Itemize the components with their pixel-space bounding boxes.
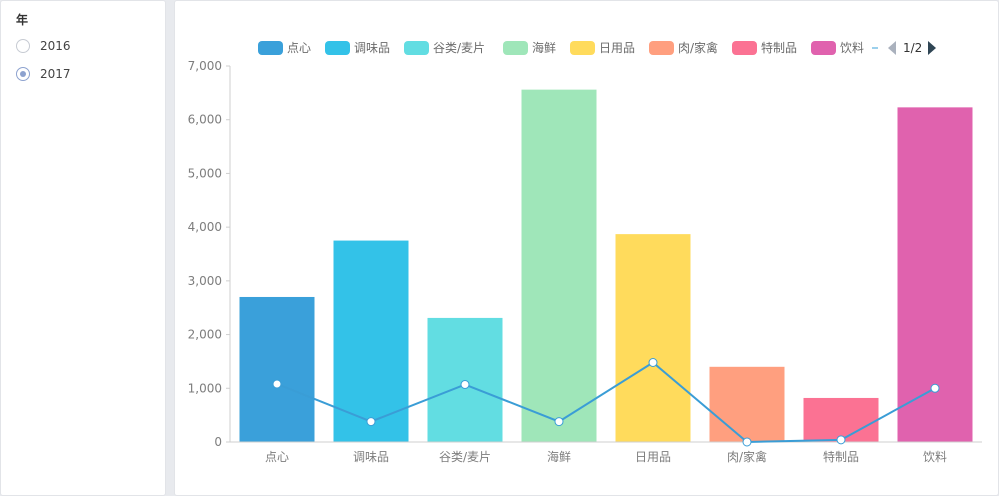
year-filter-panel: 年 2016 2017 — [0, 0, 166, 496]
legend-label-7[interactable]: 饮料 — [840, 41, 864, 55]
legend-label-2[interactable]: 谷类/麦片 — [433, 41, 485, 55]
bar-0[interactable] — [239, 296, 315, 442]
legend-label-0[interactable]: 点心 — [287, 41, 311, 55]
radio-button-2016[interactable] — [16, 39, 30, 53]
x-tick-label: 点心 — [265, 450, 289, 464]
line-point-1[interactable] — [366, 417, 376, 427]
x-tick-label: 谷类/麦片 — [439, 450, 491, 464]
line-point-4[interactable] — [648, 358, 658, 368]
legend-swatch-2[interactable] — [404, 41, 429, 55]
line-point-7[interactable] — [930, 383, 940, 393]
legend-swatch-0[interactable] — [258, 41, 283, 55]
x-tick-label: 调味品 — [353, 450, 389, 464]
line-point-5[interactable] — [742, 437, 752, 447]
x-tick-label: 肉/家禽 — [727, 449, 767, 464]
legend-swatch-6[interactable] — [732, 41, 757, 55]
bar-4[interactable] — [615, 234, 691, 442]
x-tick-label: 日用品 — [635, 450, 671, 464]
x-tick-label: 特制品 — [823, 449, 859, 464]
y-tick-label: 4,000 — [188, 220, 222, 234]
legend-swatch-7[interactable] — [811, 41, 836, 55]
radio-label-2016: 2016 — [40, 39, 71, 53]
radio-label-2017: 2017 — [40, 67, 71, 81]
legend-label-4[interactable]: 日用品 — [599, 41, 635, 55]
line-point-6[interactable] — [836, 435, 846, 445]
legend-label-3[interactable]: 海鲜 — [532, 40, 556, 55]
y-tick-label: 1,000 — [188, 381, 222, 395]
y-tick-label: 0 — [214, 435, 222, 449]
legend-label-1[interactable]: 调味品 — [354, 41, 390, 55]
y-tick-label: 3,000 — [188, 274, 222, 288]
bar-5[interactable] — [709, 366, 785, 442]
radio-option-2016[interactable]: 2016 — [16, 37, 71, 55]
line-point-2[interactable] — [460, 380, 470, 390]
y-tick-label: 7,000 — [188, 59, 222, 73]
legend-next-arrow-icon[interactable] — [928, 41, 936, 55]
legend-label-5[interactable]: 肉/家禽 — [678, 40, 718, 55]
legend-prev-arrow-icon[interactable] — [888, 41, 896, 55]
bar-3[interactable] — [521, 89, 597, 443]
x-tick-label: 饮料 — [923, 450, 947, 464]
bar-6[interactable] — [803, 397, 879, 442]
bar-1[interactable] — [333, 240, 409, 442]
legend-swatch-4[interactable] — [570, 41, 595, 55]
line-series — [276, 361, 936, 444]
legend-page-indicator: 1/2 — [903, 41, 922, 55]
y-tick-label: 5,000 — [188, 166, 222, 180]
legend-label-6[interactable]: 特制品 — [761, 40, 797, 55]
legend-swatch-3[interactable] — [503, 41, 528, 55]
line-point-3[interactable] — [554, 417, 564, 427]
legend-swatch-1[interactable] — [325, 41, 350, 55]
line-point-0[interactable] — [272, 379, 282, 389]
filter-title: 年 — [16, 13, 29, 27]
y-tick-label: 6,000 — [188, 113, 222, 127]
legend-swatch-5[interactable] — [649, 41, 674, 55]
radio-button-2017[interactable] — [16, 67, 30, 81]
y-tick-label: 2,000 — [188, 328, 222, 342]
bar-2[interactable] — [427, 317, 503, 442]
x-tick-label: 海鲜 — [547, 449, 571, 464]
chart-panel: 0 1,000 2,000 3,000 4,000 5,000 6,000 7,000 点心 调味… — [174, 0, 999, 496]
radio-option-2017[interactable]: 2017 — [16, 65, 71, 83]
